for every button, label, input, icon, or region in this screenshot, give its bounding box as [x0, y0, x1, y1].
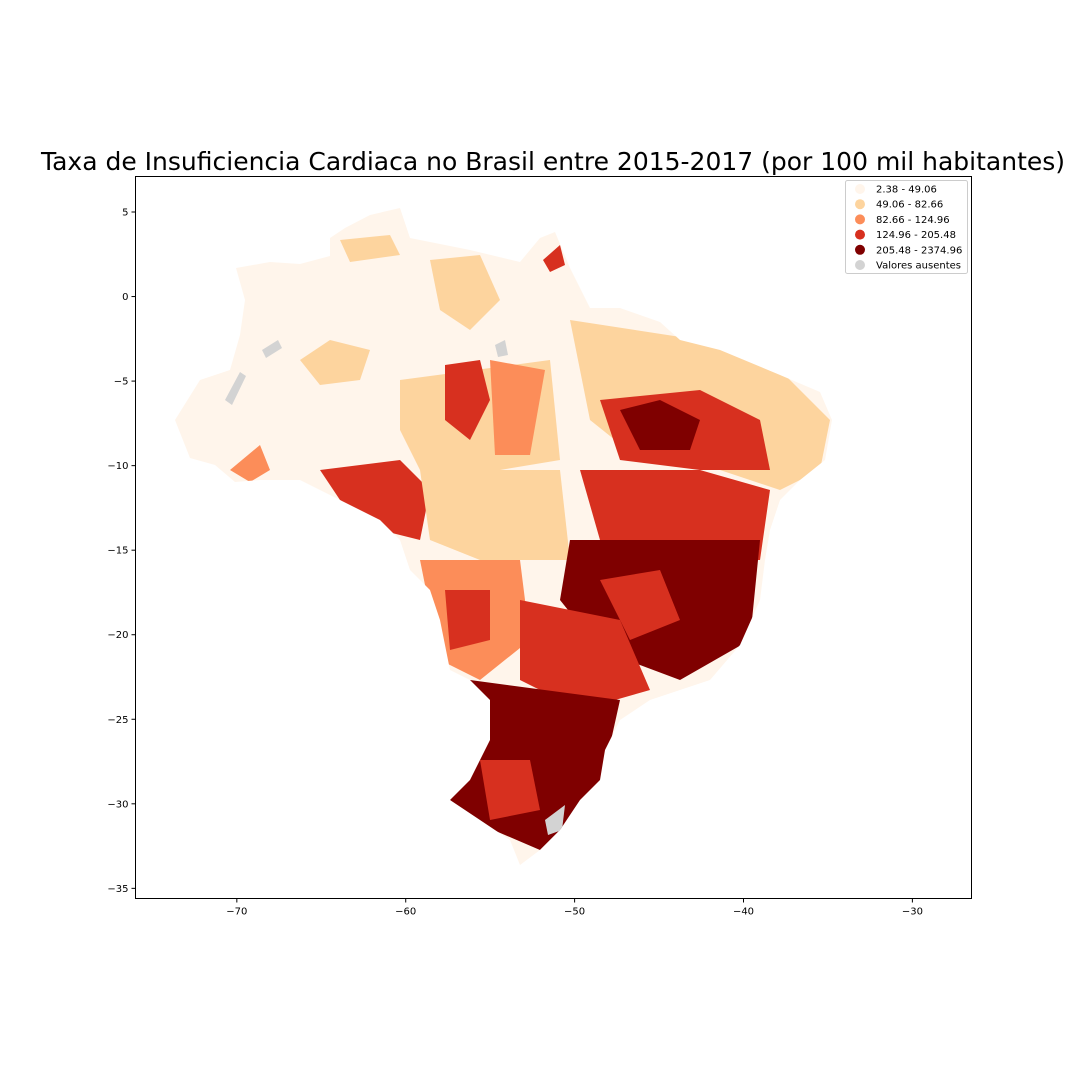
region-south — [450, 680, 620, 850]
legend-label: 82.66 - 124.96 — [876, 215, 950, 226]
region-missing-west — [225, 372, 246, 405]
region-rondonia — [320, 460, 430, 540]
region-missing-amazon — [262, 340, 282, 358]
legend-swatch — [855, 184, 865, 194]
region-para-salmon — [490, 360, 545, 455]
region-sao-paulo — [520, 600, 650, 710]
legend-box — [845, 180, 968, 274]
x-tick-label: −50 — [564, 907, 585, 918]
region-northeast-dark — [620, 400, 700, 450]
legend-swatch — [855, 214, 865, 225]
y-tick-label: −5 — [114, 377, 129, 388]
region-ms-red — [445, 590, 490, 650]
x-axis-ticks: −70 −60 −50 −40 −30 — [226, 898, 923, 918]
chart-title: Taxa de Insuficiencia Cardiaca no Brasil… — [40, 147, 1065, 176]
region-para-orange — [430, 255, 500, 330]
x-tick-label: −40 — [733, 907, 754, 918]
legend-label: 205.48 - 2374.96 — [876, 245, 962, 256]
x-tick-label: −60 — [395, 907, 416, 918]
legend-label: Valores ausentes — [876, 261, 961, 272]
region-amazon-orange — [340, 235, 400, 262]
y-tick-label: −25 — [107, 715, 128, 726]
legend-label: 49.06 - 82.66 — [876, 200, 943, 211]
y-tick-label: 5 — [122, 208, 128, 219]
legend-swatch — [855, 260, 865, 270]
legend: 2.38 - 49.06 49.06 - 82.66 82.66 - 124.96 1… — [845, 180, 968, 274]
region-north-orange — [300, 340, 370, 385]
y-tick-label: −20 — [107, 630, 128, 641]
region-minas-red — [600, 570, 680, 640]
legend-swatch — [855, 244, 865, 255]
y-tick-label: −10 — [107, 461, 128, 472]
region-amapa-red — [543, 245, 565, 272]
y-tick-label: −30 — [107, 799, 128, 810]
legend-swatch — [855, 199, 865, 210]
axes-frame — [135, 176, 972, 899]
x-tick-label: −30 — [902, 907, 923, 918]
legend-label: 2.38 - 49.06 — [876, 185, 937, 196]
region-acre — [230, 445, 270, 482]
y-tick-label: −35 — [107, 884, 128, 895]
region-missing-ne — [495, 340, 508, 357]
y-tick-label: 0 — [122, 292, 128, 303]
legend-swatch — [855, 229, 865, 240]
region-south-red — [480, 760, 540, 820]
region-goias — [420, 470, 570, 560]
region-para-red — [445, 360, 490, 440]
y-tick-label: −15 — [107, 546, 128, 557]
brazil-municipalities-map — [175, 208, 832, 865]
region-bahia — [580, 470, 770, 560]
legend-label: 124.96 - 205.48 — [876, 230, 956, 241]
y-axis-ticks: 5 0 −5 −10 −15 −20 −25 −30 −35 — [107, 208, 136, 895]
region-missing-south — [545, 805, 565, 835]
x-tick-label: −70 — [226, 907, 247, 918]
